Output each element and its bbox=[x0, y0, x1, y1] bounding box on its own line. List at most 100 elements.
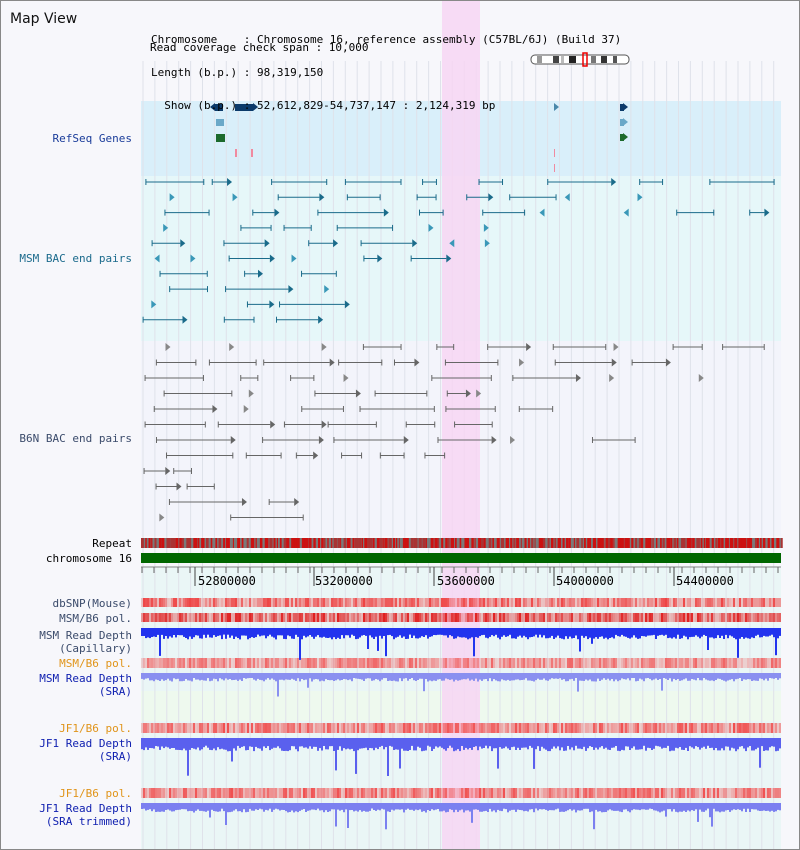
msm-pol-cell bbox=[503, 613, 505, 622]
b6n-bac-end bbox=[321, 343, 327, 351]
jf1-trim-depth-bar bbox=[241, 803, 243, 813]
jf1-pol2-cell bbox=[687, 788, 689, 798]
dbsnp-cell bbox=[779, 598, 781, 607]
track-label-refseq[interactable]: RefSeq Genes bbox=[52, 132, 132, 145]
msm-depth-cap-bar bbox=[715, 628, 717, 639]
track-label-msm-bac[interactable]: MSM BAC end pairs bbox=[19, 252, 132, 265]
dbsnp-cell bbox=[709, 598, 711, 607]
jf1-trim-depth-bar bbox=[621, 803, 623, 813]
jf1-pol-cell bbox=[741, 723, 743, 733]
track-label-msm-depth-cap: MSM Read Depth bbox=[39, 629, 132, 642]
msm-depth-sra-bar bbox=[441, 673, 443, 681]
jf1-depth-bar bbox=[243, 738, 245, 747]
jf1-depth-bar bbox=[605, 738, 607, 748]
jf1-trim-depth-bar bbox=[683, 803, 685, 811]
jf1-depth-bar bbox=[727, 738, 729, 747]
repeat-segment bbox=[542, 538, 546, 548]
msm-depth-sra-bar bbox=[477, 673, 479, 682]
dbsnp-cell bbox=[375, 598, 377, 607]
dbsnp-cell bbox=[217, 598, 219, 607]
msm-depth-sra-bar bbox=[711, 673, 713, 681]
dbsnp-cell bbox=[771, 598, 773, 607]
msm-pol-cell bbox=[521, 613, 523, 622]
msm-pol-cell bbox=[501, 613, 503, 622]
jf1-pol2-cell bbox=[639, 788, 641, 798]
jf1-pol2-cell bbox=[355, 788, 357, 798]
jf1-pol-cell bbox=[763, 723, 765, 733]
jf1-trim-depth-bar bbox=[571, 803, 573, 811]
b6n-bac-pair-arrow bbox=[241, 498, 247, 506]
jf1-pol2-cell bbox=[453, 788, 455, 798]
msm-pol2-cell bbox=[215, 658, 217, 668]
jf1-pol2-cell bbox=[291, 788, 293, 798]
jf1-pol2-cell bbox=[431, 788, 433, 798]
msm-depth-sra-bar bbox=[419, 673, 421, 679]
msm-depth-cap-bar bbox=[191, 628, 193, 639]
jf1-pol-cell bbox=[273, 723, 275, 733]
msm-pol2-cell bbox=[753, 658, 755, 668]
jf1-pol-cell bbox=[485, 723, 487, 733]
msm-depth-sra-bar bbox=[279, 673, 281, 680]
msm-depth-sra-bar bbox=[741, 673, 743, 681]
msm-depth-cap-bar bbox=[437, 628, 439, 635]
jf1-pol-cell bbox=[423, 723, 425, 733]
jf1-pol-cell bbox=[299, 723, 301, 733]
ideogram-band bbox=[613, 56, 617, 63]
msm-pol2-cell bbox=[727, 658, 729, 668]
jf1-pol-cell bbox=[527, 723, 529, 733]
msm-pol2-cell bbox=[189, 658, 191, 668]
msm-pol2-cell bbox=[765, 658, 767, 668]
jf1-pol2-cell bbox=[227, 788, 229, 798]
msm-pol-cell bbox=[505, 613, 507, 622]
msm-depth-cap-bar bbox=[619, 628, 621, 637]
jf1-pol2-cell bbox=[527, 788, 529, 798]
jf1-pol2-cell bbox=[405, 788, 407, 798]
dbsnp-cell bbox=[315, 598, 317, 607]
msm-depth-cap-bar bbox=[641, 628, 643, 636]
msm-pol2-cell bbox=[655, 658, 657, 668]
msm-depth-sra-bar bbox=[405, 673, 407, 679]
jf1-pol-cell bbox=[665, 723, 667, 733]
dbsnp-cell bbox=[343, 598, 345, 607]
msm-depth-sra-bar bbox=[175, 673, 177, 680]
jf1-pol-cell bbox=[641, 723, 643, 733]
msm-pol-cell bbox=[681, 613, 683, 622]
track-label-jf1-depth: JF1 Read Depth bbox=[39, 737, 132, 750]
jf1-pol2-cell bbox=[571, 788, 573, 798]
jf1-trim-depth-bar bbox=[213, 803, 215, 811]
msm-depth-cap-bar bbox=[479, 628, 481, 637]
jf1-pol-cell bbox=[227, 723, 229, 733]
repeat-segment bbox=[467, 538, 469, 548]
jf1-pol-cell bbox=[337, 723, 339, 733]
jf1-trim-depth-bar bbox=[505, 803, 507, 810]
jf1-depth-bar bbox=[737, 738, 739, 750]
jf1-pol2-cell bbox=[371, 788, 373, 798]
msm-pol-cell bbox=[441, 613, 443, 622]
msm-pol2-cell bbox=[539, 658, 541, 668]
jf1-pol2-cell bbox=[739, 788, 741, 798]
msm-depth-sra-bar bbox=[565, 673, 567, 682]
jf1-trim-depth-bar bbox=[397, 803, 399, 810]
msm-depth-cap-bar bbox=[655, 628, 657, 639]
track-label-b6n-bac[interactable]: B6N BAC end pairs bbox=[19, 432, 132, 445]
jf1-pol-cell bbox=[573, 723, 575, 733]
msm-depth-cap-bar bbox=[509, 628, 511, 635]
msm-depth-cap-bar bbox=[597, 628, 599, 639]
dbsnp-cell bbox=[321, 598, 323, 607]
msm-depth-cap-bar bbox=[497, 628, 499, 638]
msm-pol-cell bbox=[603, 613, 605, 622]
jf1-pol-cell bbox=[287, 723, 289, 733]
dbsnp-cell bbox=[701, 598, 703, 607]
msm-pol2-cell bbox=[367, 658, 369, 668]
jf1-depth-bar bbox=[257, 738, 259, 749]
msm-depth-sra-bar bbox=[373, 673, 375, 681]
msm-depth-cap-bar bbox=[613, 628, 615, 639]
msm-pol2-cell bbox=[443, 658, 445, 668]
dbsnp-cell bbox=[499, 598, 501, 607]
jf1-trim-depth-bar bbox=[605, 803, 607, 812]
msm-pol2-cell bbox=[503, 658, 505, 668]
repeat-segment bbox=[538, 538, 542, 548]
repeat-segment bbox=[583, 538, 586, 548]
msm-bac-end bbox=[169, 193, 175, 202]
